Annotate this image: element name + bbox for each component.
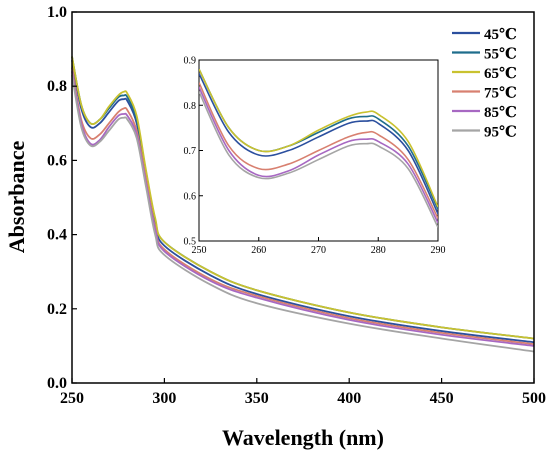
legend-label-4: 85℃	[484, 105, 517, 121]
x-axis-title: Wavelength (nm)	[222, 425, 384, 450]
y-tick-label: 1.0	[47, 4, 67, 21]
x-tick-label: 250	[60, 390, 84, 407]
y-tick-label: 0.2	[47, 301, 67, 318]
inset-x-tick-label: 260	[251, 245, 266, 256]
inset-x-tick-label: 280	[371, 245, 386, 256]
inset-series-line-3	[199, 82, 438, 219]
x-tick-label: 350	[245, 390, 269, 407]
y-tick-label: 0.0	[47, 375, 67, 392]
x-tick-label: 400	[337, 390, 361, 407]
series-line-5	[71, 74, 535, 353]
inset-series-line-2	[199, 68, 438, 208]
inset-axis-ticks: 250 260 270 280 290 0.5 0.6 0.7 0.8 0.9	[184, 56, 446, 257]
inset-y-tick-label: 0.7	[184, 146, 197, 157]
y-tick-label: 0.8	[47, 78, 67, 95]
x-tick-label: 300	[152, 390, 176, 407]
legend-label-1: 55℃	[484, 47, 517, 63]
inset-plot-lines	[199, 68, 438, 228]
main-plot-lines	[71, 56, 535, 353]
inset-y-tick-label: 0.9	[184, 56, 197, 67]
y-tick-label: 0.6	[47, 152, 67, 169]
inset-x-tick-label: 290	[431, 245, 446, 256]
legend: 45℃ 55℃ 65℃ 75℃ 85℃ 95℃	[452, 27, 517, 141]
inset-x-tick-label: 250	[192, 245, 207, 256]
inset-x-tick-label: 270	[311, 245, 326, 256]
legend-label-2: 65℃	[484, 66, 517, 82]
main-axis-ticks: 250 300 350 400 450 500 0.0 0.2 0.4 0.6 0.8 1.0	[47, 4, 546, 407]
main-plot-frame	[71, 11, 535, 384]
series-line-2	[71, 56, 535, 340]
y-tick-label: 0.4	[47, 227, 67, 244]
legend-label-3: 75℃	[484, 86, 517, 102]
x-tick-label: 450	[430, 390, 454, 407]
inset-series-line-0	[199, 73, 438, 215]
legend-label-0: 45℃	[484, 27, 517, 43]
legend-label-5: 95℃	[484, 125, 517, 141]
inset-series-line-5	[199, 91, 438, 228]
inset-y-tick-label: 0.6	[184, 191, 197, 202]
x-tick-label: 500	[522, 390, 546, 407]
inset-series-line-4	[199, 86, 438, 224]
y-axis-title: Absorbance	[4, 141, 29, 254]
inset-y-tick-label: 0.8	[184, 101, 197, 112]
inset-y-tick-label: 0.5	[184, 237, 197, 248]
